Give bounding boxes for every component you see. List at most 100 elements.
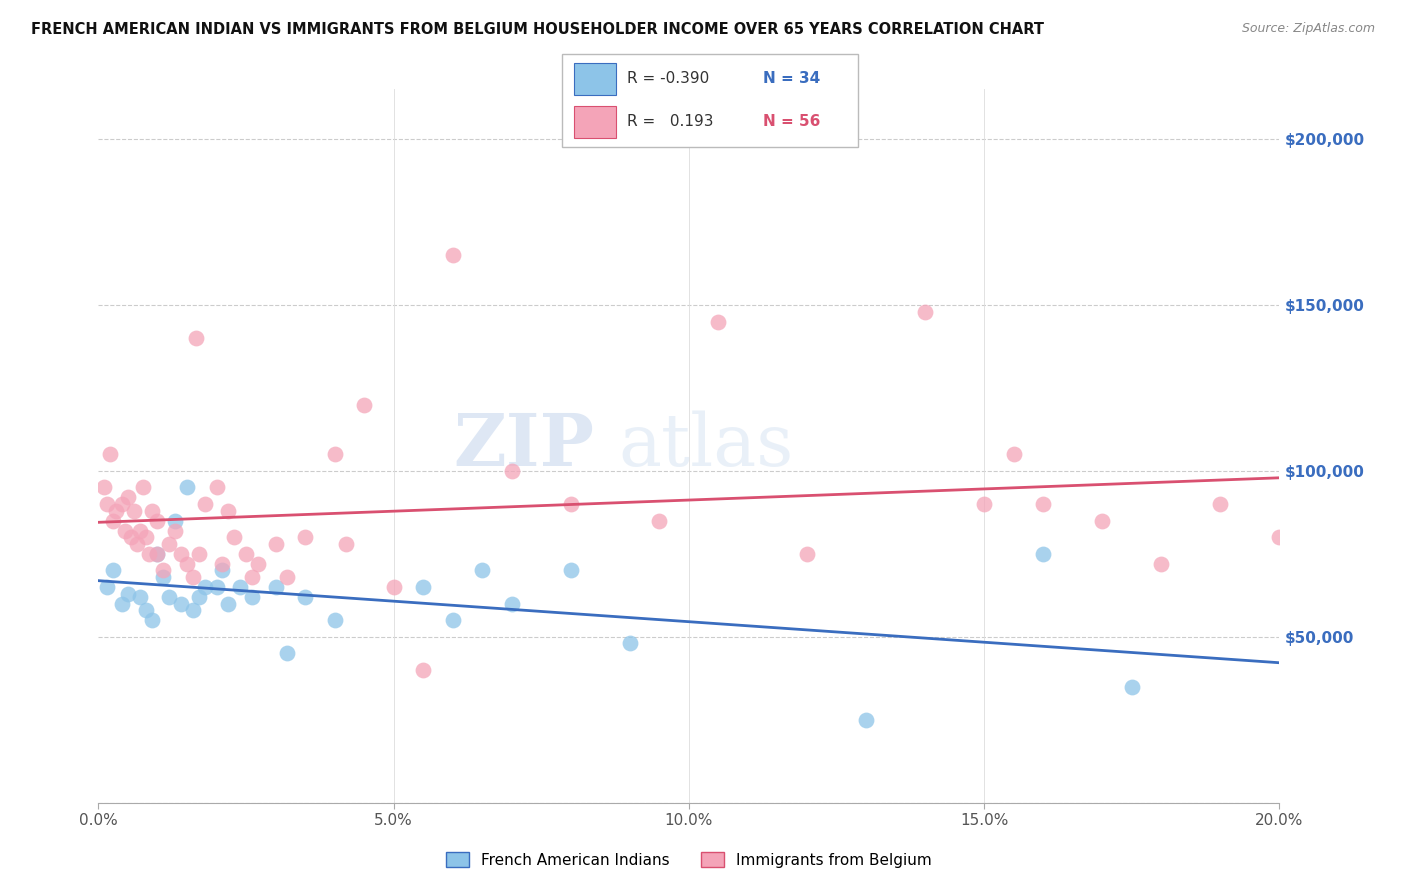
Point — [103, 514, 125, 528]
Point — [264, 537, 287, 551]
Point — [264, 580, 287, 594]
Point — [146, 514, 169, 528]
Point — [211, 564, 233, 578]
Point — [138, 547, 160, 561]
Point — [141, 613, 163, 627]
Point — [412, 580, 434, 594]
Point — [187, 590, 209, 604]
Point — [152, 564, 174, 578]
Point — [152, 570, 174, 584]
Point — [382, 580, 405, 594]
Bar — [574, 106, 616, 138]
Point — [276, 570, 298, 584]
Point — [973, 497, 995, 511]
Point — [157, 537, 180, 551]
Text: Source: ZipAtlas.com: Source: ZipAtlas.com — [1241, 22, 1375, 36]
Point — [412, 663, 434, 677]
Point — [619, 636, 641, 650]
Point — [353, 397, 375, 411]
Point — [111, 497, 134, 511]
Point — [217, 504, 239, 518]
Legend: French American Indians, Immigrants from Belgium: French American Indians, Immigrants from… — [440, 846, 938, 873]
Point — [117, 491, 139, 505]
Point — [165, 514, 187, 528]
Point — [217, 597, 239, 611]
Point — [211, 557, 233, 571]
Point — [240, 570, 263, 584]
Point — [1268, 530, 1291, 544]
Point — [235, 547, 257, 561]
Point — [294, 590, 316, 604]
Point — [125, 537, 148, 551]
Point — [471, 564, 494, 578]
Point — [135, 603, 157, 617]
Point — [276, 647, 298, 661]
Point — [170, 597, 193, 611]
Point — [120, 530, 142, 544]
Point — [122, 504, 145, 518]
Point — [93, 481, 115, 495]
Point — [1091, 514, 1114, 528]
Point — [229, 580, 252, 594]
Point — [194, 580, 217, 594]
Point — [501, 464, 523, 478]
Point — [323, 447, 346, 461]
Point — [246, 557, 269, 571]
Point — [205, 481, 228, 495]
Point — [707, 314, 730, 328]
Point — [181, 603, 204, 617]
Point — [132, 481, 155, 495]
Point — [117, 587, 139, 601]
Point — [146, 547, 169, 561]
Text: N = 34: N = 34 — [763, 71, 821, 87]
Text: N = 56: N = 56 — [763, 114, 821, 129]
Point — [146, 547, 169, 561]
Point — [648, 514, 671, 528]
Point — [181, 570, 204, 584]
Point — [335, 537, 357, 551]
Point — [96, 580, 118, 594]
Point — [98, 447, 121, 461]
Point — [184, 331, 207, 345]
Point — [323, 613, 346, 627]
Point — [135, 530, 157, 544]
Point — [114, 524, 136, 538]
Point — [1002, 447, 1025, 461]
Text: R = -0.390: R = -0.390 — [627, 71, 710, 87]
Point — [187, 547, 209, 561]
Point — [294, 530, 316, 544]
Point — [560, 564, 582, 578]
Point — [1032, 547, 1054, 561]
Point — [224, 530, 246, 544]
Point — [111, 597, 134, 611]
Point — [141, 504, 163, 518]
Point — [1032, 497, 1054, 511]
Point — [157, 590, 180, 604]
Point — [501, 597, 523, 611]
Point — [170, 547, 193, 561]
Point — [105, 504, 128, 518]
Point — [103, 564, 125, 578]
Point — [240, 590, 263, 604]
Point — [165, 524, 187, 538]
Point — [1209, 497, 1232, 511]
Text: atlas: atlas — [619, 410, 793, 482]
Point — [1150, 557, 1173, 571]
Text: ZIP: ZIP — [454, 410, 595, 482]
Text: FRENCH AMERICAN INDIAN VS IMMIGRANTS FROM BELGIUM HOUSEHOLDER INCOME OVER 65 YEA: FRENCH AMERICAN INDIAN VS IMMIGRANTS FRO… — [31, 22, 1043, 37]
Point — [128, 524, 150, 538]
Point — [1121, 680, 1143, 694]
Point — [96, 497, 118, 511]
Point — [441, 613, 464, 627]
Point — [128, 590, 150, 604]
Text: R =   0.193: R = 0.193 — [627, 114, 714, 129]
Point — [441, 248, 464, 262]
Point — [176, 557, 198, 571]
Point — [914, 304, 936, 318]
Point — [176, 481, 198, 495]
Bar — [574, 63, 616, 95]
Point — [560, 497, 582, 511]
Point — [194, 497, 217, 511]
Point — [205, 580, 228, 594]
Point — [796, 547, 818, 561]
